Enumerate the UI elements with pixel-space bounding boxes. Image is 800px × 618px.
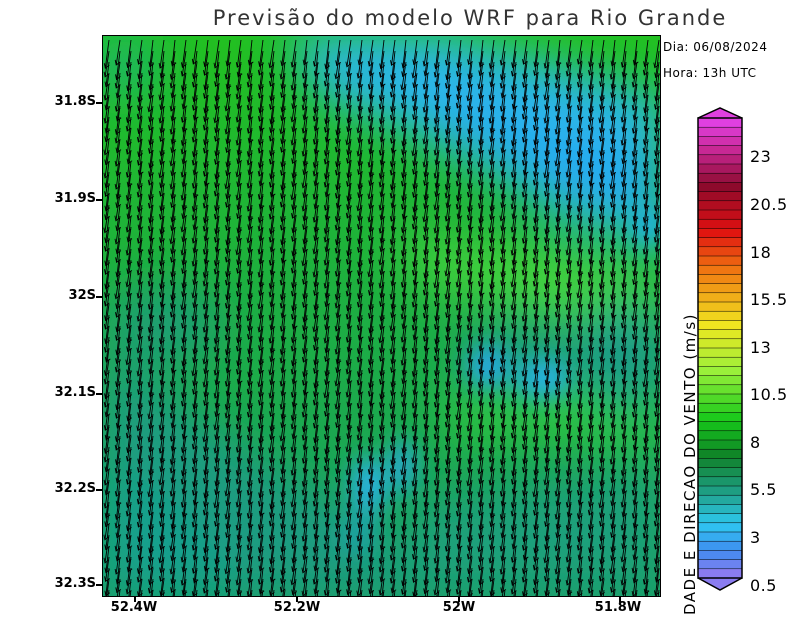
lat-tick [96, 199, 103, 201]
colorbar-band [697, 347, 743, 358]
colorbar-tick-0-5: 0.5 [750, 576, 777, 595]
colorbar-tick-15-5: 15.5 [750, 290, 788, 309]
colorbar-band [697, 504, 743, 515]
colorbar-band [697, 136, 743, 147]
colorbar-band [697, 191, 743, 202]
colorbar-band [697, 494, 743, 506]
colorbar-band [697, 329, 743, 340]
colorbar-band [697, 310, 743, 322]
colorbar-band [697, 513, 743, 524]
lat-label-31-8s: 31.8S [54, 94, 96, 109]
colorbar-band [697, 237, 743, 248]
colorbar-band [697, 246, 743, 257]
colorbar-tick-5-5: 5.5 [750, 480, 777, 499]
colorbar-tick-23: 23 [750, 147, 772, 166]
colorbar-band [697, 145, 743, 156]
lon-tick [296, 596, 298, 602]
colorbar-band [697, 458, 743, 469]
lat-label-31-9s: 31.9S [54, 191, 96, 206]
colorbar-band [697, 476, 743, 487]
colorbar-band [697, 366, 743, 377]
colorbar-band [697, 559, 743, 570]
colorbar-band [697, 421, 743, 432]
colorbar-frame [697, 117, 743, 579]
colorbar-band [697, 264, 743, 276]
lat-label-32s: 32S [68, 288, 96, 303]
colorbar-band [697, 126, 743, 138]
lat-label-32-1s: 32.1S [54, 385, 96, 400]
colorbar-band [697, 439, 743, 450]
lon-tick [458, 596, 460, 602]
colorbar-band [697, 182, 743, 193]
colorbar-band [697, 402, 743, 414]
colorbar-band [697, 274, 743, 285]
colorbar-top-arrow [697, 107, 743, 119]
colorbar-bottom-arrow [697, 577, 743, 591]
colorbar-band [697, 448, 743, 460]
colorbar-band [697, 568, 743, 579]
lat-tick [96, 393, 103, 395]
colorbar-band [697, 485, 743, 496]
date-label: Dia: 06/08/2024 [663, 40, 768, 54]
colorbar-tick-8: 8 [750, 433, 761, 452]
colorbar-band [697, 255, 743, 266]
colorbar-band [697, 430, 743, 441]
colorbar-variable-label: DADE E DIRECAO DO VENTO (m/s) [681, 312, 699, 615]
lon-label-52-4w: 52.4W [110, 600, 158, 615]
lat-tick [96, 102, 103, 104]
colorbar-band [697, 292, 743, 303]
colorbar-band [697, 200, 743, 211]
colorbar-band [697, 209, 743, 220]
colorbar-band [697, 384, 743, 395]
colorbar-band [697, 393, 743, 404]
colorbar-band [697, 172, 743, 184]
lat-tick [96, 296, 103, 298]
time-label: Hora: 13h UTC [663, 66, 757, 80]
colorbar-band [697, 467, 743, 478]
wind-arrows [103, 39, 660, 596]
colorbar-band [697, 338, 743, 349]
lon-tick [619, 596, 621, 602]
colorbar-band [697, 301, 743, 312]
colorbar-band [697, 228, 743, 239]
colorbar-band [697, 522, 743, 533]
colorbar-tick-3: 3 [750, 528, 761, 547]
colorbar-band [697, 283, 743, 294]
colorbar-band [697, 550, 743, 561]
colorbar-band [697, 163, 743, 174]
lon-tick [134, 596, 136, 602]
colorbar-tick-10-5: 10.5 [750, 385, 788, 404]
colorbar-tick-20-5: 20.5 [750, 195, 788, 214]
colorbar-band [697, 320, 743, 331]
colorbar-band [697, 412, 743, 423]
map-title: Previsão do modelo WRF para Rio Grande [212, 6, 728, 30]
colorbar-band [697, 117, 743, 128]
wind-field-svg [103, 36, 660, 596]
colorbar-band [697, 154, 743, 165]
colorbar-band [697, 356, 743, 368]
colorbar-band [697, 531, 743, 542]
lon-label-52-2w: 52.2W [273, 600, 321, 615]
lat-label-32-2s: 32.2S [54, 481, 96, 496]
wind-speed-colorbar [697, 107, 743, 591]
colorbar-tick-13: 13 [750, 338, 772, 357]
colorbar-band [697, 540, 743, 552]
colorbar-band [697, 375, 743, 386]
wind-map [103, 36, 660, 596]
lon-label-52w: 52W [442, 600, 476, 615]
lat-tick [96, 584, 103, 586]
colorbar-tick-18: 18 [750, 243, 772, 262]
lat-tick [96, 489, 103, 491]
lat-label-32-3s: 32.3S [54, 576, 96, 591]
lon-label-51-8w: 51.8W [594, 600, 642, 615]
wind-arrow-vectors [103, 39, 660, 596]
colorbar-band [697, 218, 743, 230]
